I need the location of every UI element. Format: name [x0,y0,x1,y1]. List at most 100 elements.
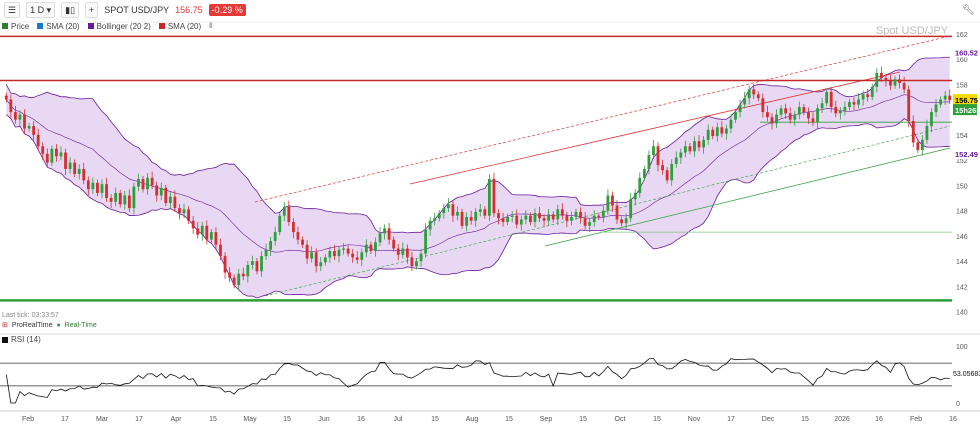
candle [656,142,660,172]
interval-select[interactable]: 1 D ▾ [26,2,56,18]
x-tick-label: Oct [615,416,626,423]
candle [41,142,45,160]
candle-body [392,239,396,249]
candle [264,243,268,261]
candle-body [342,248,345,250]
candle-body [73,162,77,174]
candle [319,256,323,271]
candle-body [601,210,605,217]
candle [629,193,633,223]
candle-body [542,218,546,221]
chart-type-button[interactable]: ▮▯ [61,2,80,18]
candle-body [930,112,933,126]
candle [615,200,619,225]
rsi-legend[interactable]: RSI (14) [2,335,41,344]
candle [761,93,765,118]
candle-body [866,94,870,97]
candle-body [27,126,31,129]
candle [756,91,760,102]
candle-body [228,272,232,278]
candle-body [711,129,715,137]
candle-body [734,112,737,120]
candle-body [442,208,446,214]
candle [424,223,427,258]
legend-swatch [2,336,8,343]
candle [374,237,377,257]
x-tick-label: Sep [540,416,553,423]
candle [606,189,610,215]
legend-item-sma2[interactable]: SMA (20) [158,22,201,31]
brand-label: ProRealTime [11,321,53,329]
wrench-icon[interactable]: 🔧︎ [962,5,975,16]
candle-body [401,248,405,255]
candle-body [396,248,400,255]
chart-toolbar: ☰ 1 D ▾ ▮▯ + SPOT USD/JPY 156.75 -0.29 % [0,0,980,20]
candle-body [333,251,336,257]
candle-body [807,112,810,119]
candle [542,214,546,227]
candle-body [478,209,482,212]
trendline-lower [544,147,951,247]
legend-item-sma[interactable]: SMA (20) [37,22,80,31]
candle-body [661,165,664,171]
menu-button[interactable]: ☰ [4,2,21,18]
candle [948,89,952,105]
candle [437,210,441,222]
candle [68,157,72,174]
candle-body [374,242,377,252]
candle-body [501,218,505,222]
candle [159,182,163,201]
x-tick-label: Feb [22,416,34,423]
candle [911,115,915,148]
y-tick-label: 150 [956,183,968,190]
rsi-last-label: 53.05683 [953,371,980,378]
candle [647,150,651,175]
candle-body [260,256,263,272]
candle [870,83,874,101]
brand-icon: ⊞ [2,322,8,329]
add-indicator-button[interactable]: + [85,2,99,18]
candle [32,121,36,141]
x-tick-label: 16 [875,416,883,423]
candle [378,227,382,247]
legend-item-price[interactable]: Price [2,22,29,31]
candle [191,216,195,234]
y-tick-label: 156 [956,108,968,115]
legend-item-bollinger[interactable]: Bollinger (20 2) [87,22,151,31]
x-tick-label: Feb [910,416,922,423]
candle [816,104,819,129]
x-tick-label: 17 [61,416,69,423]
candle-body [469,216,473,221]
candle [155,181,159,202]
candle-body [556,209,560,220]
candle-body [898,79,901,84]
candle-body [683,146,687,153]
candle [848,98,851,111]
candle [228,267,232,283]
candle-body [355,257,359,260]
candle-body [424,229,427,254]
candle [91,177,95,194]
candle [132,182,136,215]
candle-body [346,248,350,254]
candle [533,208,537,228]
candle [515,209,519,229]
candle-body [843,107,847,111]
candle [337,245,341,263]
candle-body [178,208,181,214]
candle-body [943,95,947,100]
candle [592,210,596,227]
candle-body [697,141,701,148]
bars-icon[interactable]: ⦀ [209,21,213,30]
candle [679,148,683,164]
y-tick-label: 144 [956,259,968,266]
y-axis: 162 160 158 156 154 152 150 148 146 144 142 140 [956,32,968,317]
candle-body [629,199,633,219]
candle-body [784,108,788,114]
candle [369,241,373,255]
candle-body [451,204,455,216]
candle [934,99,938,117]
candle-body [410,257,414,267]
candle [601,205,605,223]
